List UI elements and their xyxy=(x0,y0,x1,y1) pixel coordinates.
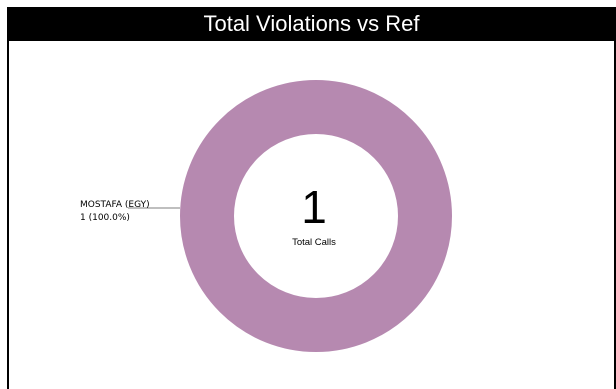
center-total-value: 1 xyxy=(301,181,327,233)
panel-right-border xyxy=(614,41,616,389)
donut-slice-0 xyxy=(180,80,452,352)
donut-slices xyxy=(180,80,452,352)
center-total-caption: Total Calls xyxy=(292,237,336,248)
slice-label-name: MOSTAFA (EGY) xyxy=(80,200,150,210)
chart-title: Total Violations vs Ref xyxy=(7,7,616,41)
panel-left-border xyxy=(7,41,9,389)
slice-label-value: 1 (100.0%) xyxy=(80,213,130,223)
